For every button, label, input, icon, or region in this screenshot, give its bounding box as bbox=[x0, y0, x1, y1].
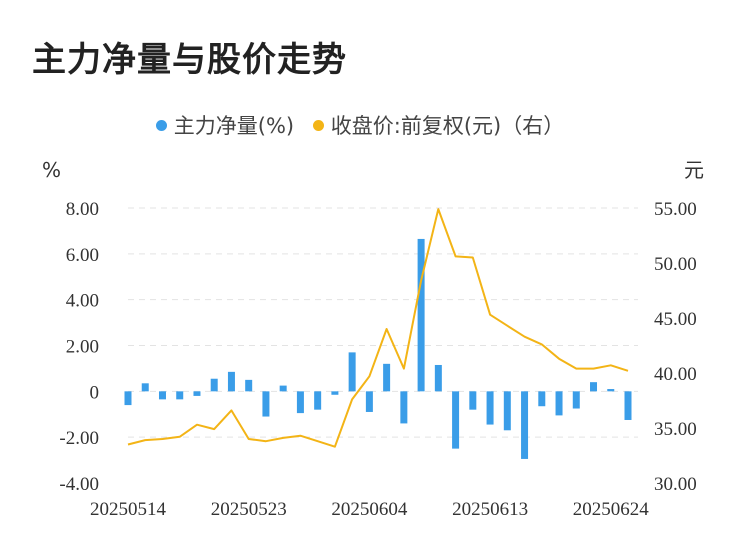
y-right-tick-label: 45.00 bbox=[654, 309, 697, 330]
bar-net-volume[interactable] bbox=[262, 391, 270, 417]
y-left-tick-label: 8.00 bbox=[66, 199, 99, 220]
legend-label-net-volume: 主力净量(%) bbox=[173, 114, 295, 138]
x-tick-label: 20250613 bbox=[452, 499, 528, 520]
left-axis-unit: % bbox=[42, 158, 61, 182]
bar-net-volume[interactable] bbox=[331, 391, 339, 395]
y-right-tick-label: 40.00 bbox=[654, 364, 697, 385]
bar-net-volume[interactable] bbox=[210, 378, 218, 392]
bar-net-volume[interactable] bbox=[348, 352, 356, 392]
y-left-tick-label: 0 bbox=[90, 382, 100, 403]
bar-net-volume[interactable] bbox=[124, 391, 132, 406]
y-left-tick-label: -2.00 bbox=[59, 428, 99, 449]
bar-net-volume[interactable] bbox=[400, 391, 408, 424]
bar-net-volume[interactable] bbox=[521, 391, 529, 459]
y-left-tick-label: -4.00 bbox=[59, 474, 99, 495]
bar-net-volume[interactable] bbox=[141, 383, 149, 392]
bar-net-volume[interactable] bbox=[469, 391, 477, 410]
bar-net-volume[interactable] bbox=[383, 363, 391, 392]
bar-net-volume[interactable] bbox=[314, 391, 322, 410]
x-tick-label: 20250624 bbox=[573, 499, 650, 520]
y-left-tick-label: 6.00 bbox=[66, 245, 99, 266]
y-right-tick-label: 55.00 bbox=[654, 199, 697, 220]
right-axis-unit: 元 bbox=[684, 158, 704, 182]
bar-net-volume[interactable] bbox=[503, 391, 511, 431]
chart-legend: 主力净量(%) 收盘价:前复权(元)（右） bbox=[0, 110, 720, 140]
bar-net-volume[interactable] bbox=[365, 391, 373, 412]
chart-title: 主力净量与股价走势 bbox=[32, 40, 347, 80]
bar-net-volume[interactable] bbox=[279, 385, 287, 392]
legend-item-net-volume[interactable]: 主力净量(%) bbox=[155, 110, 295, 140]
bar-net-volume[interactable] bbox=[296, 391, 304, 414]
x-tick-label: 20250604 bbox=[331, 499, 408, 520]
bar-net-volume[interactable] bbox=[452, 391, 460, 449]
legend-label-close-price: 收盘价:前复权(元)（右） bbox=[330, 114, 565, 138]
y-right-tick-label: 35.00 bbox=[654, 419, 697, 440]
series-line-close-price[interactable] bbox=[127, 208, 629, 448]
bar-net-volume[interactable] bbox=[176, 391, 184, 400]
y-right-tick-label: 50.00 bbox=[654, 254, 697, 275]
x-tick-label: 20250514 bbox=[90, 499, 167, 520]
bar-net-volume[interactable] bbox=[434, 364, 442, 392]
bar-net-volume[interactable] bbox=[607, 389, 615, 392]
bar-net-volume[interactable] bbox=[538, 391, 546, 407]
legend-dot-close-price bbox=[312, 119, 324, 131]
bar-net-volume[interactable] bbox=[572, 391, 580, 409]
bar-net-volume[interactable] bbox=[590, 382, 598, 392]
y-left-tick-label: 2.00 bbox=[66, 337, 99, 358]
legend-dot-net-volume bbox=[155, 119, 167, 131]
x-tick-label: 20250523 bbox=[211, 499, 287, 520]
legend-item-close-price[interactable]: 收盘价:前复权(元)（右） bbox=[312, 110, 565, 140]
bar-net-volume[interactable] bbox=[158, 391, 166, 400]
y-right-tick-label: 30.00 bbox=[654, 474, 697, 495]
bar-net-volume[interactable] bbox=[245, 379, 253, 392]
bar-net-volume[interactable] bbox=[193, 391, 201, 396]
bar-net-volume[interactable] bbox=[555, 391, 563, 416]
bar-net-volume[interactable] bbox=[624, 391, 632, 420]
bar-net-volume[interactable] bbox=[417, 238, 425, 392]
bar-net-volume[interactable] bbox=[486, 391, 494, 425]
y-left-tick-label: 4.00 bbox=[66, 291, 99, 312]
bar-net-volume[interactable] bbox=[227, 371, 235, 392]
